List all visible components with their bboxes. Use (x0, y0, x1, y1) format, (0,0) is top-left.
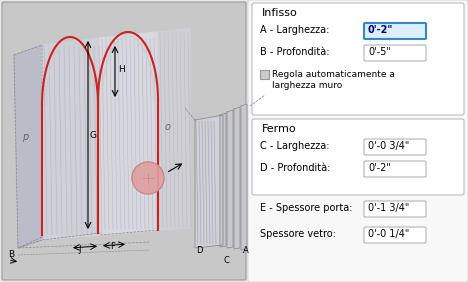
Text: Fermo: Fermo (262, 124, 297, 134)
Polygon shape (234, 107, 240, 249)
Text: F: F (110, 242, 115, 251)
FancyBboxPatch shape (248, 0, 468, 282)
Text: p: p (22, 132, 28, 142)
Text: 0'-2": 0'-2" (368, 25, 394, 35)
Polygon shape (241, 104, 247, 250)
Text: Infisso: Infisso (262, 8, 298, 18)
Text: 0'-1 3/4": 0'-1 3/4" (368, 203, 410, 213)
Text: 0'-0 1/4": 0'-0 1/4" (368, 229, 410, 239)
Text: D: D (196, 246, 203, 255)
Polygon shape (195, 115, 223, 248)
Text: H: H (118, 65, 125, 74)
Polygon shape (42, 38, 100, 240)
Text: 0'-5": 0'-5" (368, 47, 391, 57)
Text: A: A (243, 246, 249, 255)
FancyBboxPatch shape (364, 23, 426, 39)
Circle shape (132, 162, 164, 194)
Polygon shape (220, 113, 226, 247)
Text: D - Profondità:: D - Profondità: (260, 163, 330, 173)
Text: larghezza muro: larghezza muro (272, 81, 342, 90)
FancyBboxPatch shape (364, 161, 426, 177)
FancyBboxPatch shape (252, 119, 464, 195)
FancyBboxPatch shape (260, 70, 269, 79)
FancyBboxPatch shape (2, 2, 246, 280)
Polygon shape (100, 32, 158, 235)
Text: C - Larghezza:: C - Larghezza: (260, 141, 329, 151)
Text: 0'-2": 0'-2" (368, 163, 391, 173)
FancyBboxPatch shape (364, 227, 426, 243)
FancyBboxPatch shape (364, 139, 426, 155)
Text: G: G (90, 131, 97, 140)
Text: B: B (8, 250, 14, 259)
FancyBboxPatch shape (364, 45, 426, 61)
Text: E - Spessore porta:: E - Spessore porta: (260, 203, 352, 213)
Polygon shape (14, 45, 42, 248)
FancyBboxPatch shape (364, 201, 426, 217)
Text: A - Larghezza:: A - Larghezza: (260, 25, 329, 35)
Text: o: o (165, 122, 171, 132)
FancyBboxPatch shape (252, 3, 464, 115)
Text: Spessore vetro:: Spessore vetro: (260, 229, 336, 239)
Polygon shape (227, 110, 233, 248)
Polygon shape (158, 28, 190, 230)
Text: C: C (223, 256, 229, 265)
Text: Regola automaticamente a: Regola automaticamente a (272, 70, 395, 79)
Text: J: J (78, 245, 80, 254)
Text: 0'-0 3/4": 0'-0 3/4" (368, 141, 410, 151)
Text: B - Profondità:: B - Profondità: (260, 47, 329, 57)
